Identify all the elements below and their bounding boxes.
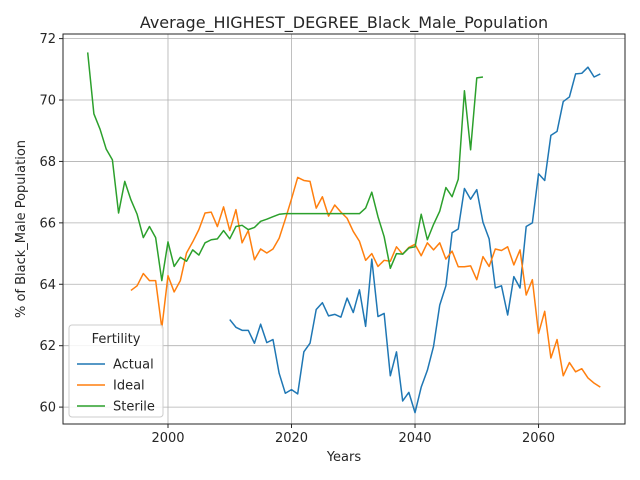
legend-entry-ideal: Ideal: [113, 379, 145, 394]
series-lines: [86, 52, 601, 414]
chart-title: Average_HIGHEST_DEGREE_Black_Male_Popula…: [140, 13, 548, 33]
y-tick-label: 64: [39, 278, 56, 293]
y-tick-label: 68: [39, 155, 56, 170]
series-line-actual: [229, 66, 601, 414]
grid: [63, 34, 625, 424]
legend-entry-sterile: Sterile: [113, 400, 155, 415]
y-tick-label: 62: [39, 339, 56, 354]
y-tick-label: 66: [39, 216, 56, 231]
legend-title: Fertility: [92, 332, 141, 347]
y-axis-label: % of Black_Male Population: [14, 140, 29, 318]
series-line-ideal: [130, 176, 601, 388]
axis-ticks: 2000 2020 2040 2060 60 62 64 66 68 70 72: [39, 32, 555, 446]
legend-entry-actual: Actual: [113, 358, 154, 373]
x-tick-label: 2040: [398, 431, 431, 446]
y-tick-label: 72: [39, 32, 56, 47]
x-tick-label: 2020: [275, 431, 308, 446]
x-tick-label: 2060: [522, 431, 555, 446]
plot-frame: [62, 33, 626, 425]
legend-box: [68, 324, 164, 418]
y-tick-label: 70: [39, 94, 56, 109]
series-line-sterile: [86, 52, 484, 282]
x-tick-label: 2000: [151, 431, 184, 446]
x-axis-label: Years: [326, 450, 362, 465]
y-tick-label: 60: [39, 401, 56, 416]
legend: Fertility Actual Ideal Sterile: [68, 324, 164, 418]
